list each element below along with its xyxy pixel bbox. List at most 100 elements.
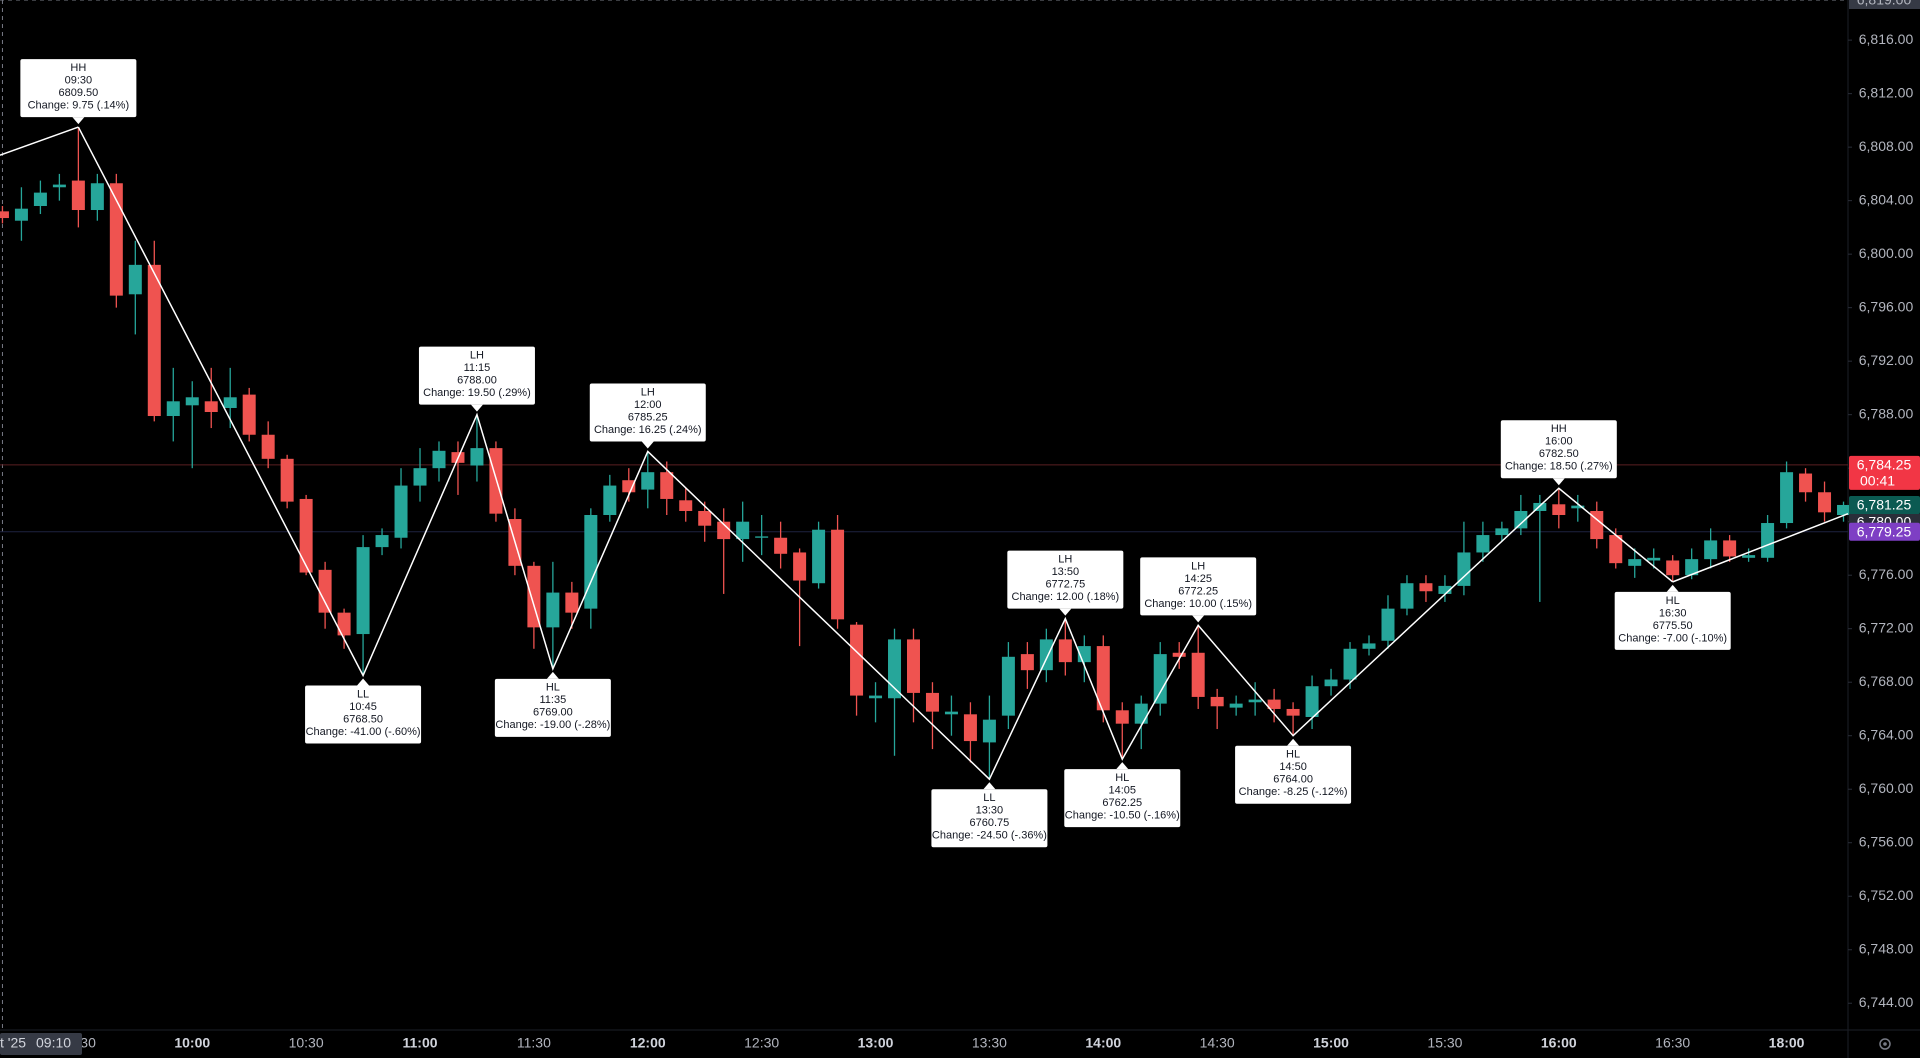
candle-body <box>831 529 845 620</box>
candle-body <box>1685 559 1699 576</box>
pivot-price-label: 6809.50 <box>58 87 98 99</box>
pivot-label: LH <box>1191 560 1205 572</box>
candle-body <box>1039 639 1053 671</box>
candle-body <box>204 401 218 412</box>
candle-body <box>641 472 655 490</box>
pivot-price-label: 6772.25 <box>1178 585 1218 597</box>
candle-body <box>1020 654 1034 671</box>
x-tick-label: 18:00 <box>1769 1035 1805 1051</box>
candle-body <box>1438 585 1452 594</box>
pivot-box <box>1235 745 1352 804</box>
zigzag-exit <box>1672 512 1849 583</box>
candle-body <box>1267 699 1281 709</box>
settings-icon[interactable] <box>1879 1038 1891 1050</box>
pivot-change: Change: -7.00 (-.10%) <box>1618 632 1727 644</box>
candle-body <box>52 184 66 188</box>
candle-body <box>1305 686 1319 717</box>
candle-body <box>1229 703 1243 708</box>
pivot-label: HH <box>1551 423 1567 435</box>
pivot-pointer <box>983 782 996 790</box>
candle-body <box>1495 528 1509 536</box>
pivot-label: LL <box>983 792 995 804</box>
y-tick-label: 6,776.00 <box>1859 566 1914 582</box>
y-tick-label: 6,764.00 <box>1859 726 1914 742</box>
pivot-label: HL <box>546 682 560 694</box>
candle-body <box>470 448 484 466</box>
pivot-box <box>1007 550 1124 609</box>
candle-body <box>812 529 826 584</box>
x-tick-label: 16:30 <box>1655 1035 1690 1051</box>
pivot-price-label: 6775.50 <box>1653 620 1693 632</box>
price-tag-box <box>1849 495 1920 514</box>
pivot-time: 09:30 <box>65 74 93 86</box>
pivot-pointer <box>1059 608 1072 616</box>
pivot-label: LH <box>1058 554 1072 566</box>
pivot-time: 16:30 <box>1659 607 1687 619</box>
pivot-change: Change: -10.50 (-.16%) <box>1065 810 1180 822</box>
pivot-box <box>20 59 137 118</box>
pivot-box <box>1064 769 1181 828</box>
candle-body <box>109 183 123 296</box>
pivot-change: Change: 10.00 (.15%) <box>1144 598 1252 610</box>
candle-body <box>1476 535 1490 553</box>
pivot-box <box>494 678 611 737</box>
x-tick-label: 11:00 <box>402 1035 437 1051</box>
candle-body <box>1001 656 1015 716</box>
candle-body <box>1115 710 1129 724</box>
pivot-label: HL <box>1286 749 1300 761</box>
candle-body <box>185 397 199 406</box>
candle-body <box>1191 652 1205 697</box>
pivot-time: 16:00 <box>1545 436 1573 448</box>
candle-body <box>736 521 750 540</box>
candle-body <box>356 547 370 635</box>
candle-body <box>128 264 142 295</box>
pivot-box <box>305 685 422 744</box>
candle-body <box>0 211 9 219</box>
candle-body <box>1324 679 1338 687</box>
y-tick-label: 6,788.00 <box>1859 405 1914 421</box>
settings-icon-dot <box>1883 1042 1887 1046</box>
candle-body <box>603 485 617 515</box>
candle-body <box>1381 608 1395 641</box>
pivot-time: 13:50 <box>1052 566 1080 578</box>
pivot-pointer <box>470 404 483 412</box>
pivot-pointer <box>357 678 370 686</box>
y-tick-label: 6,752.00 <box>1859 887 1914 903</box>
pivot-price-label: 6769.00 <box>533 707 573 719</box>
pivot-box <box>589 383 706 442</box>
candle-body <box>584 515 598 609</box>
candle-body <box>1723 540 1737 557</box>
pivot-pointer <box>72 117 85 125</box>
candle-body <box>793 552 807 581</box>
candles-layer <box>0 127 1851 780</box>
crosshair-date: t '25 <box>0 1035 26 1051</box>
candle-body <box>527 565 541 628</box>
pivot-label: LL <box>357 688 369 700</box>
y-tick-label: 6,804.00 <box>1859 191 1914 207</box>
y-tick-label: 6,812.00 <box>1859 84 1914 100</box>
pivot-price-label: 6768.50 <box>343 713 383 725</box>
price-tag-box <box>1849 455 1920 490</box>
candle-body <box>1210 696 1224 707</box>
candle-body <box>1134 703 1148 724</box>
crosshair-time-box <box>0 1033 82 1055</box>
pivot-price-label: 6785.25 <box>628 411 668 423</box>
candle-body <box>1153 654 1167 704</box>
pivot-pointer <box>1192 615 1205 623</box>
candle-body <box>925 692 939 712</box>
x-tick-label: 10:00 <box>174 1035 210 1051</box>
candle-body <box>1096 646 1110 711</box>
candle-body <box>679 500 693 511</box>
pivot-pointer <box>1666 584 1679 592</box>
candle-body <box>1609 535 1623 564</box>
pivot-label: LH <box>470 350 484 362</box>
pivot-time: 11:15 <box>464 362 491 374</box>
candle-body <box>1590 510 1604 540</box>
candle-body <box>1647 557 1661 561</box>
